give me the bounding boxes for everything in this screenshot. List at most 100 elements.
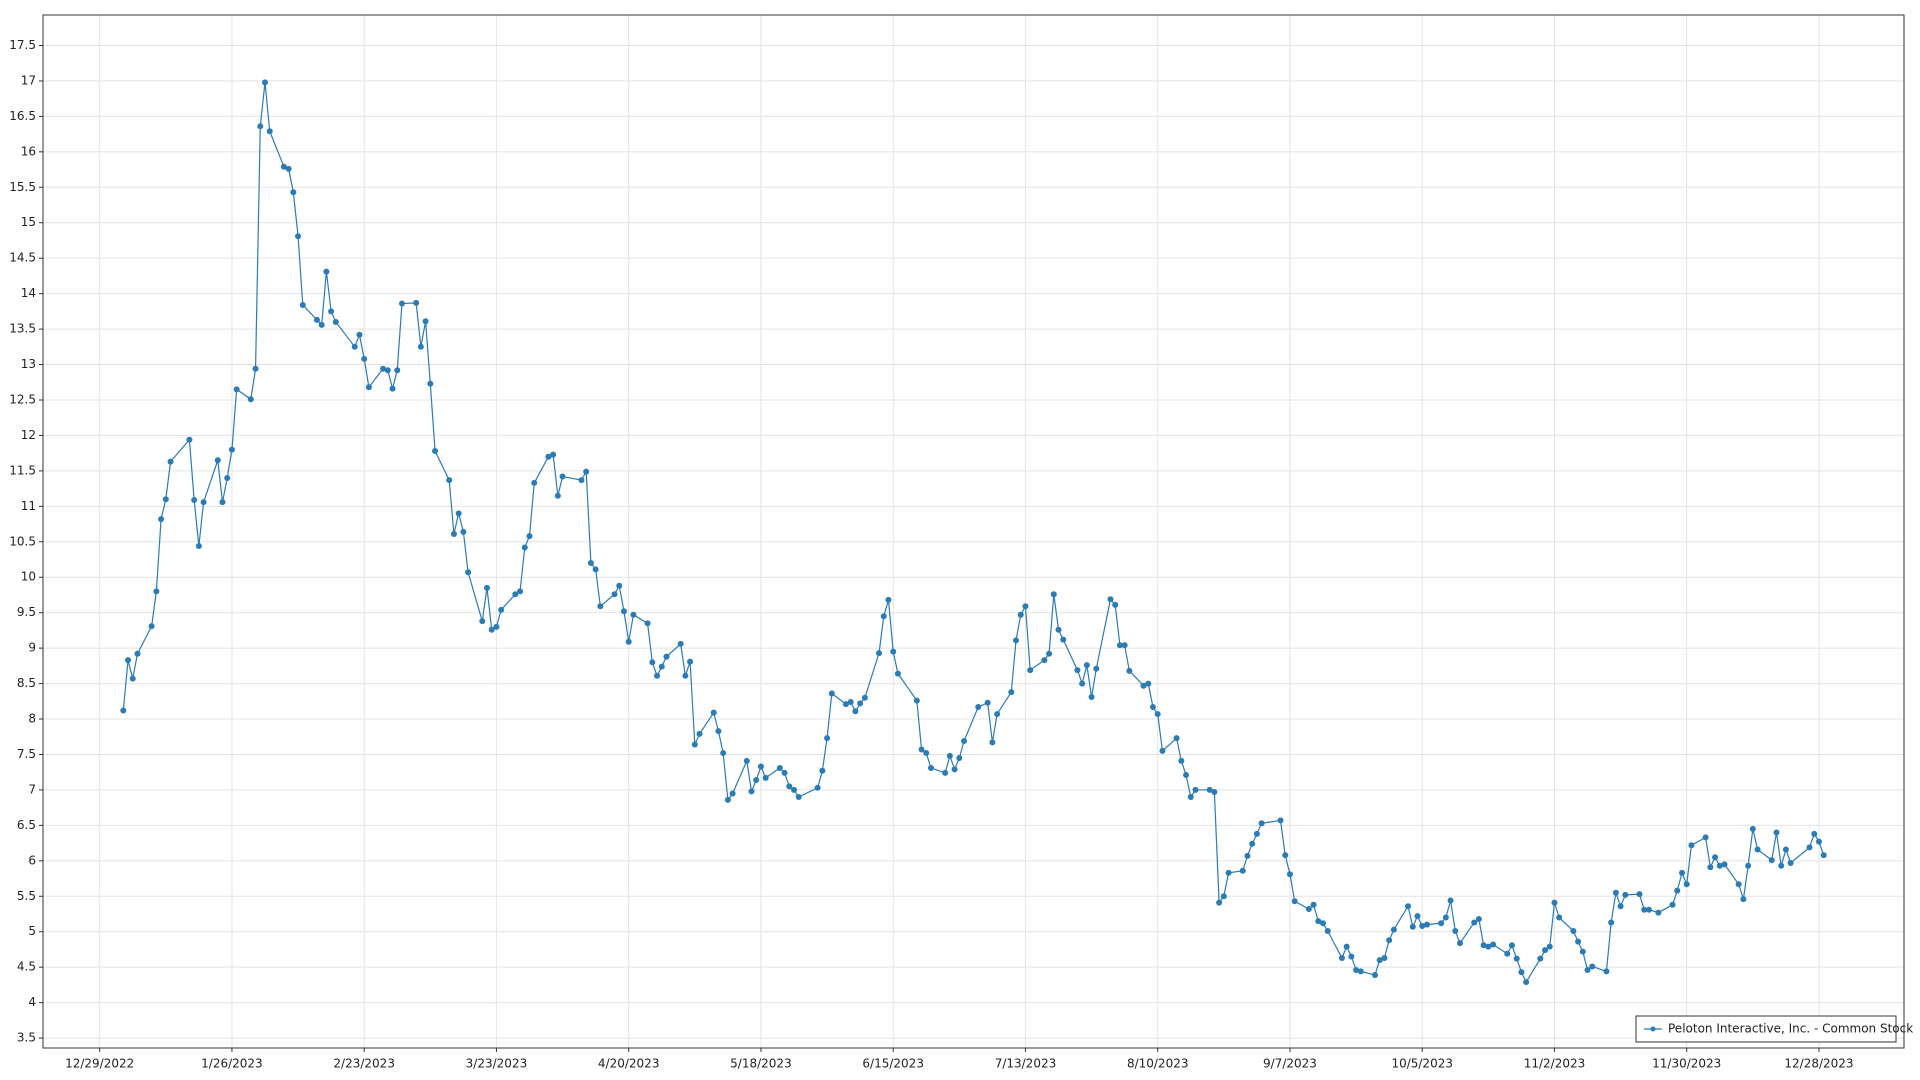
point [550, 451, 557, 458]
point [167, 458, 174, 465]
y-tick-label: 13.5 [9, 322, 36, 336]
point [578, 477, 585, 484]
y-tick-label: 6.5 [17, 818, 36, 832]
y-tick-label: 17.5 [9, 38, 36, 52]
point [625, 638, 632, 645]
point [1655, 909, 1662, 916]
point [1688, 842, 1695, 849]
point [814, 784, 821, 791]
x-tick-label: 4/20/2023 [598, 1057, 660, 1071]
point [1343, 943, 1350, 950]
point [162, 496, 169, 503]
point [1575, 938, 1582, 945]
point [1471, 919, 1478, 926]
point [927, 764, 934, 771]
point [611, 591, 618, 598]
point [1305, 906, 1312, 913]
point [857, 700, 864, 707]
point [186, 436, 193, 443]
point [1423, 921, 1430, 928]
point [1225, 869, 1232, 876]
point [913, 697, 920, 704]
y-tick-label: 13 [21, 357, 36, 371]
line [122, 82, 1825, 984]
x-tick-label: 2/23/2023 [333, 1057, 395, 1071]
point [1083, 662, 1090, 669]
point [682, 672, 689, 679]
point [1537, 955, 1544, 962]
point [649, 659, 656, 666]
point [630, 611, 637, 618]
point [1253, 830, 1260, 837]
point [1679, 869, 1686, 876]
point [545, 453, 552, 460]
point [1371, 971, 1378, 978]
point [1291, 898, 1298, 905]
point [880, 613, 887, 620]
point [1773, 829, 1780, 836]
point [1768, 857, 1775, 864]
point [313, 316, 320, 323]
point [417, 343, 424, 350]
point [658, 663, 665, 670]
point [975, 703, 982, 710]
point [1645, 906, 1652, 913]
point [1353, 967, 1360, 974]
point [1390, 926, 1397, 933]
point [1381, 954, 1388, 961]
point [724, 796, 731, 803]
point [1674, 887, 1681, 894]
point [521, 544, 528, 551]
point [455, 510, 462, 517]
y-tick-label: 6 [28, 853, 36, 867]
point [616, 582, 623, 589]
point [1017, 611, 1024, 618]
point [351, 343, 358, 350]
x-tick-label: 5/18/2023 [730, 1057, 792, 1071]
point [1173, 735, 1180, 742]
x-tick-label: 7/13/2023 [995, 1057, 1057, 1071]
point [1310, 901, 1317, 908]
point [687, 658, 694, 665]
y-tick-label: 10 [21, 570, 36, 584]
point [885, 596, 892, 603]
point [498, 606, 505, 613]
point [691, 741, 698, 748]
point [1376, 957, 1383, 964]
point [1008, 689, 1015, 696]
point [1452, 928, 1459, 935]
point [356, 331, 363, 338]
point [1348, 953, 1355, 960]
point [1187, 794, 1194, 801]
point [1707, 864, 1714, 871]
point [332, 318, 339, 325]
point [1782, 846, 1789, 853]
point [1183, 772, 1190, 779]
x-tick-label: 12/28/2023 [1784, 1057, 1853, 1071]
point [819, 767, 826, 774]
point [153, 588, 160, 595]
point [1551, 899, 1558, 906]
point [890, 648, 897, 655]
point [1079, 680, 1086, 687]
y-tick-label: 14.5 [9, 251, 36, 265]
point [1116, 642, 1123, 649]
point [1721, 861, 1728, 868]
point [1806, 844, 1813, 851]
legend: Peloton Interactive, Inc. - Common Stock [1635, 1015, 1913, 1043]
point [1740, 896, 1747, 903]
point [1178, 757, 1185, 764]
point [753, 777, 760, 784]
point [776, 764, 783, 771]
legend-box [1635, 1015, 1897, 1043]
point [450, 530, 457, 537]
point [1475, 915, 1482, 922]
point [720, 750, 727, 757]
point [1022, 603, 1029, 610]
point [583, 468, 590, 475]
point [1570, 928, 1577, 935]
point [663, 653, 670, 660]
y-tick-label: 12 [21, 428, 36, 442]
point [479, 618, 486, 625]
